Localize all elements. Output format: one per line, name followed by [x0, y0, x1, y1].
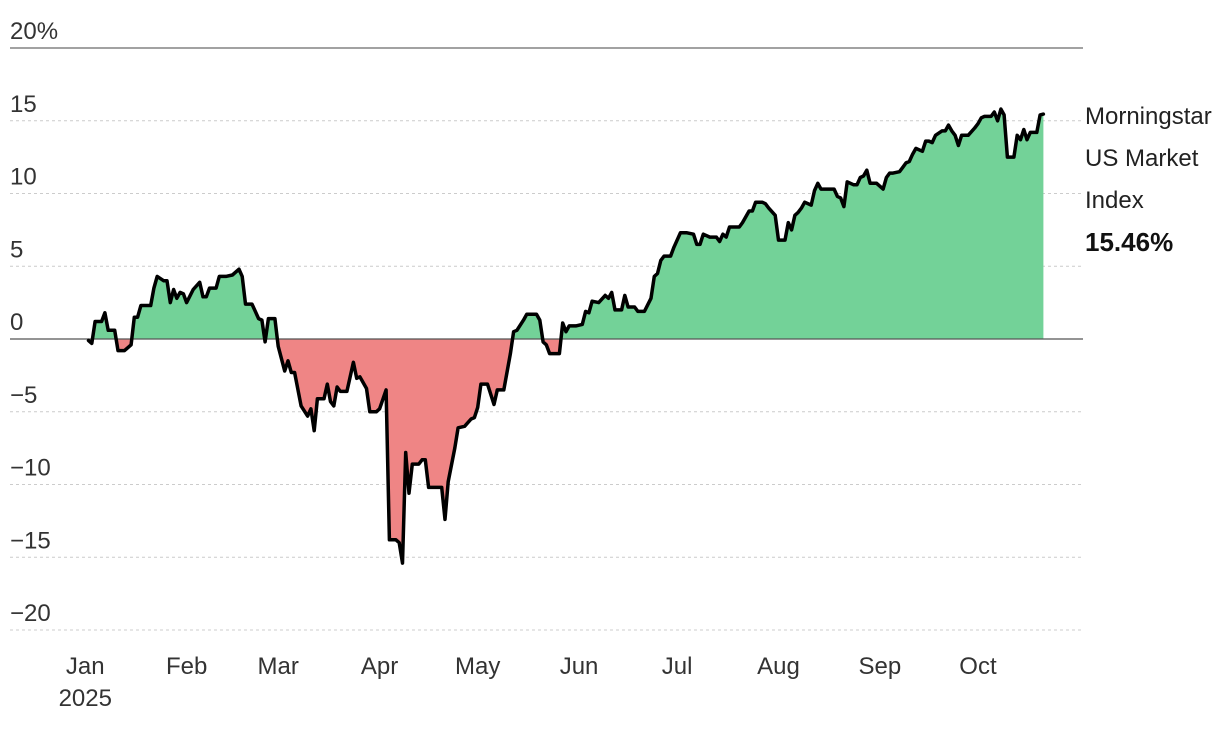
series-label-line-2: US Market: [1085, 145, 1199, 172]
y-tick-label: 15: [10, 91, 37, 118]
x-tick-label: Aug: [757, 653, 800, 680]
y-tick-label: −15: [10, 527, 51, 554]
y-tick-label: −5: [10, 382, 37, 409]
y-tick-label: −20: [10, 600, 51, 627]
series-label-line-1: Morningstar: [1085, 103, 1212, 130]
x-tick-label: Jul: [662, 653, 693, 680]
x-tick-label: Jun: [560, 653, 599, 680]
x-tick-label: Jan: [66, 653, 105, 680]
y-axis-ticks: 20% 15 10 5 0 −5 −10 −15 −20: [10, 18, 58, 627]
positive-area: [88, 109, 1044, 339]
x-tick-sublabel: 2025: [59, 685, 112, 712]
x-tick-label: Feb: [166, 653, 207, 680]
series-label-line-3: Index: [1085, 187, 1144, 214]
x-tick-label: Mar: [258, 653, 299, 680]
y-tick-label: 0: [10, 309, 23, 336]
y-tick-label: 20%: [10, 18, 58, 45]
y-tick-label: 5: [10, 236, 23, 263]
x-axis-ticks: Jan 2025 Feb Mar Apr May Jun Jul Aug Sep Oct: [59, 653, 997, 712]
series-label-group: Morningstar US Market Index 15.46%: [1085, 103, 1212, 257]
x-tick-label: May: [455, 653, 500, 680]
x-tick-label: Apr: [361, 653, 398, 680]
series-line: [86, 107, 1046, 565]
x-tick-label: Oct: [959, 653, 997, 680]
series-last-value: 15.46%: [1085, 227, 1173, 257]
y-tick-label: −10: [10, 455, 51, 482]
y-tick-label: 10: [10, 164, 37, 191]
area-fills: [88, 109, 1044, 564]
x-tick-label: Sep: [859, 653, 902, 680]
